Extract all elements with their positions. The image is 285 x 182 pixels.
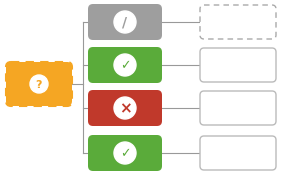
- FancyBboxPatch shape: [200, 91, 276, 125]
- FancyBboxPatch shape: [200, 48, 276, 82]
- FancyBboxPatch shape: [6, 62, 72, 106]
- FancyBboxPatch shape: [88, 90, 162, 126]
- Text: /: /: [123, 16, 128, 30]
- Circle shape: [114, 54, 136, 76]
- FancyBboxPatch shape: [88, 47, 162, 83]
- FancyBboxPatch shape: [88, 135, 162, 171]
- Text: ?: ?: [36, 80, 42, 90]
- Text: ✓: ✓: [120, 147, 130, 160]
- Text: ✓: ✓: [120, 59, 130, 72]
- Circle shape: [114, 97, 136, 119]
- Circle shape: [114, 11, 136, 33]
- Circle shape: [114, 142, 136, 164]
- FancyBboxPatch shape: [88, 4, 162, 40]
- FancyBboxPatch shape: [200, 5, 276, 39]
- Text: ×: ×: [119, 101, 131, 116]
- FancyBboxPatch shape: [200, 136, 276, 170]
- Circle shape: [30, 75, 48, 93]
